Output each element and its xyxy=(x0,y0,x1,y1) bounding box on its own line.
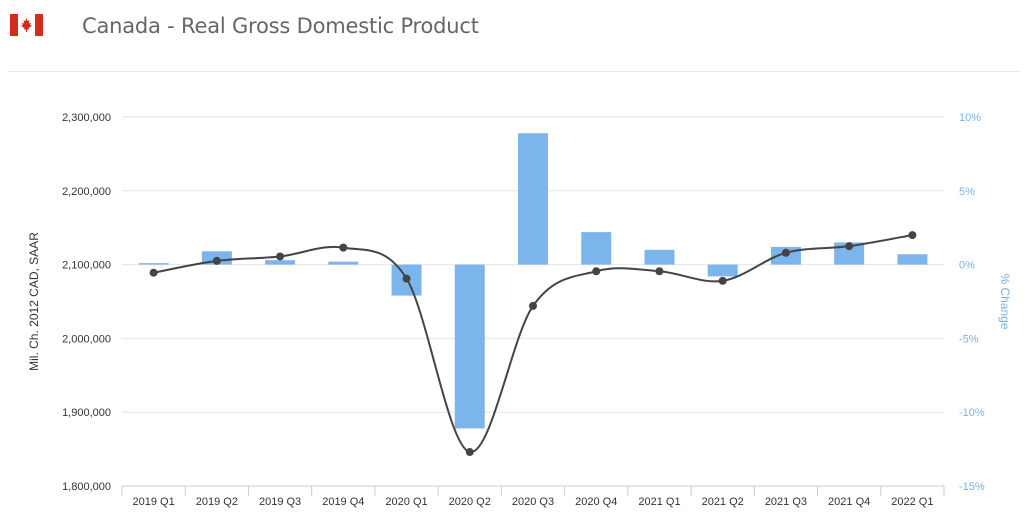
bar xyxy=(581,232,612,265)
gdp-line xyxy=(153,234,913,454)
bar-series xyxy=(138,133,928,429)
left-axis-tick-label: 1,900,000 xyxy=(62,407,111,419)
line-point xyxy=(465,448,474,457)
x-axis-tick-label: 2021 Q1 xyxy=(638,496,680,508)
x-axis-tick-label: 2021 Q2 xyxy=(702,496,744,508)
axes xyxy=(121,485,945,496)
x-axis-tick-label: 2020 Q2 xyxy=(449,496,491,508)
bar xyxy=(454,264,485,429)
x-axis-tick-label: 2019 Q2 xyxy=(196,496,238,508)
right-axis-tick-label: -15% xyxy=(959,481,985,493)
x-axis-tick-label: 2020 Q3 xyxy=(512,496,554,508)
left-axis-tick-label: 2,300,000 xyxy=(62,112,111,124)
line-point xyxy=(781,248,790,257)
line-point xyxy=(212,256,221,265)
chart-header: Canada - Real Gross Domestic Product xyxy=(0,0,1024,58)
right-axis-tick-label: -10% xyxy=(959,407,985,419)
line-point xyxy=(529,301,537,310)
line-point xyxy=(339,243,348,252)
left-axis-tick-label: 2,100,000 xyxy=(62,260,111,272)
left-axis-tick-label: 2,000,000 xyxy=(62,333,111,345)
right-axis-tick-label: 0% xyxy=(959,260,975,272)
bar xyxy=(328,261,359,265)
x-axis-tick-label: 2022 Q1 xyxy=(891,496,933,508)
line-point xyxy=(718,276,727,285)
bar xyxy=(518,133,548,265)
line-point xyxy=(149,268,158,277)
x-axis-tick-label: 2019 Q1 xyxy=(133,496,175,508)
right-axis-tick-label: -5% xyxy=(959,333,979,345)
x-axis-tick-label: 2021 Q3 xyxy=(765,496,807,508)
right-axis-title: % Change xyxy=(998,273,1012,329)
line-point xyxy=(655,267,664,276)
left-axis-tick-label: 1,800,000 xyxy=(62,481,111,493)
bar xyxy=(707,264,738,277)
line-point xyxy=(276,252,285,261)
right-axis-tick-label: 10% xyxy=(959,112,981,124)
left-axis-title: Mil. Ch. 2012 CAD, SAAR xyxy=(27,232,41,371)
line-series xyxy=(149,231,917,457)
page-title: Canada - Real Gross Domestic Product xyxy=(82,14,479,38)
bar xyxy=(897,254,928,265)
x-axis-tick-label: 2021 Q4 xyxy=(828,496,870,508)
x-axis-tick-label: 2019 Q4 xyxy=(322,496,364,508)
bar xyxy=(644,249,675,265)
x-axis-tick-label: 2019 Q3 xyxy=(259,496,301,508)
line-point xyxy=(845,242,854,251)
right-axis-tick-label: 5% xyxy=(959,186,975,198)
header-divider xyxy=(8,71,1020,72)
line-point xyxy=(908,231,917,240)
tick-labels: 1,800,000 1,900,000 2,000,000 2,100,000 2,20… xyxy=(27,112,1012,508)
line-point xyxy=(592,267,601,276)
canada-flag-icon xyxy=(10,14,43,36)
bar xyxy=(834,242,865,265)
bar xyxy=(138,263,169,265)
left-axis-tick-label: 2,200,000 xyxy=(62,186,111,198)
x-axis-tick-label: 2020 Q1 xyxy=(385,496,427,508)
bar xyxy=(265,260,296,265)
line-point xyxy=(402,274,411,283)
x-axis-tick-label: 2020 Q4 xyxy=(575,496,617,508)
